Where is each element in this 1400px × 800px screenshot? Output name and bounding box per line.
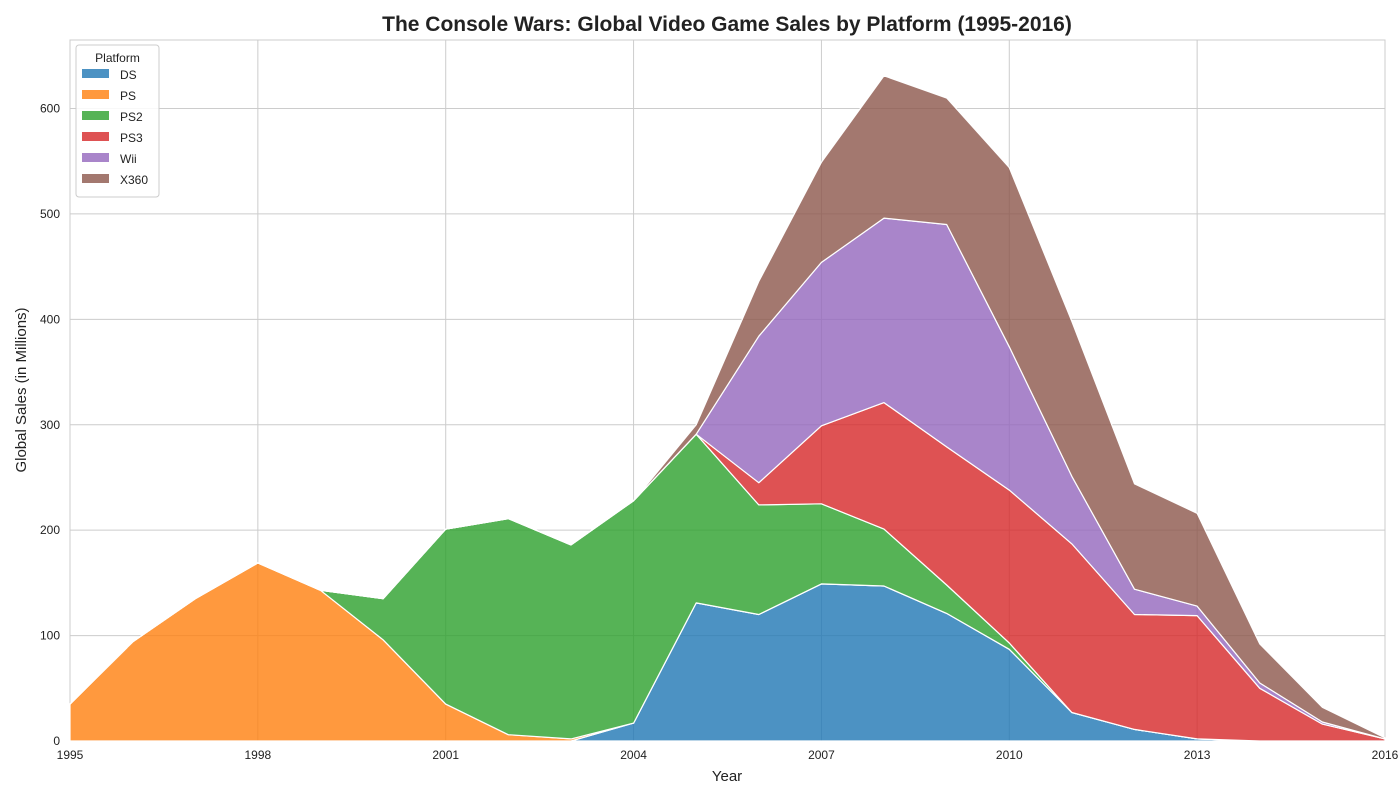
legend-label-ps: PS <box>120 89 136 103</box>
legend-swatch-ds <box>82 69 109 78</box>
x-tick-label-2001: 2001 <box>432 748 459 762</box>
x-tick-label-1998: 1998 <box>245 748 272 762</box>
legend-label-ps2: PS2 <box>120 110 143 124</box>
y-tick-label-300: 300 <box>40 418 60 432</box>
y-tick-label-0: 0 <box>53 734 60 748</box>
x-tick-label-2010: 2010 <box>996 748 1023 762</box>
legend-label-x360: X360 <box>120 173 148 187</box>
legend-swatch-wii <box>82 153 109 162</box>
tick-labels: 1995 1998 2001 2004 2007 2010 2013 2016 0 100 200 3… <box>40 102 1399 762</box>
legend-swatch-ps3 <box>82 132 109 141</box>
y-tick-label-100: 100 <box>40 629 60 643</box>
area-x360 <box>69 75 1386 740</box>
legend-label-wii: Wii <box>120 152 137 166</box>
legend-label-ds: DS <box>120 68 137 82</box>
legend: Platform DS PS PS2 PS3 Wii X360 <box>75 44 160 198</box>
y-tick-label-500: 500 <box>40 207 60 221</box>
x-axis-label: Year <box>712 768 742 785</box>
legend-swatch-x360 <box>82 174 109 183</box>
y-tick-label-600: 600 <box>40 102 60 116</box>
x-tick-label-2004: 2004 <box>620 748 647 762</box>
y-tick-label-400: 400 <box>40 312 60 326</box>
x-tick-label-2016: 2016 <box>1372 748 1399 762</box>
legend-label-ps3: PS3 <box>120 131 143 145</box>
chart-title: The Console Wars: Global Video Game Sale… <box>382 13 1072 36</box>
legend-swatch-ps <box>82 90 109 99</box>
x-tick-label-2007: 2007 <box>808 748 835 762</box>
x-tick-label-1995: 1995 <box>57 748 84 762</box>
area-layer <box>69 75 1386 742</box>
y-tick-label-200: 200 <box>40 523 60 537</box>
y-axis-label: Global Sales (in Millions) <box>13 307 30 472</box>
legend-title: Platform <box>95 51 140 65</box>
x-tick-label-2013: 2013 <box>1184 748 1211 762</box>
legend-swatch-ps2 <box>82 111 109 120</box>
